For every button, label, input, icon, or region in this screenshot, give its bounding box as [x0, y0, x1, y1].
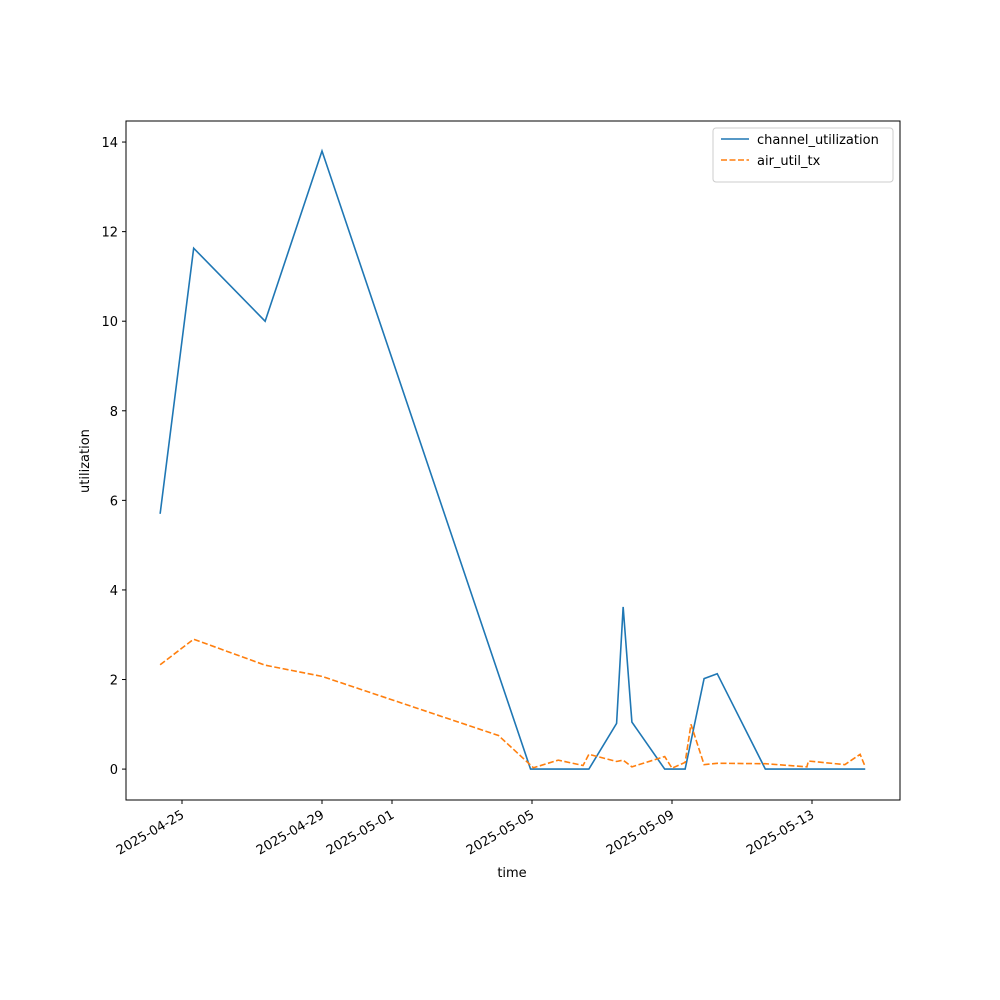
- y-tick-label: 12: [101, 226, 118, 241]
- series-line: [159, 148, 866, 770]
- y-tick-label: 8: [110, 405, 118, 420]
- legend-box: [712, 127, 894, 183]
- y-tick-label: 4: [110, 584, 118, 599]
- y-axis-label: utilization: [78, 429, 93, 493]
- x-tick-label: 2025-04-25: [114, 808, 187, 859]
- y-tick-label: 0: [110, 763, 118, 778]
- x-tick-label: 2025-05-13: [744, 808, 817, 859]
- x-tick-label: 2025-05-05: [464, 808, 537, 859]
- legend-label: channel_utilization: [757, 133, 879, 148]
- y-tick-label: 2: [110, 674, 118, 689]
- series-line: [159, 638, 866, 770]
- x-tick-label: 2025-05-01: [324, 808, 397, 859]
- x-tick-label: 2025-05-09: [604, 808, 677, 859]
- x-axis-label: time: [497, 866, 526, 881]
- y-tick-label: 14: [101, 136, 118, 151]
- y-tick-label: 10: [101, 315, 118, 330]
- x-tick-label: 2025-04-29: [254, 808, 327, 859]
- legend-label: air_util_tx: [757, 154, 821, 169]
- y-tick-label: 6: [110, 494, 118, 509]
- plot-frame: [125, 120, 901, 801]
